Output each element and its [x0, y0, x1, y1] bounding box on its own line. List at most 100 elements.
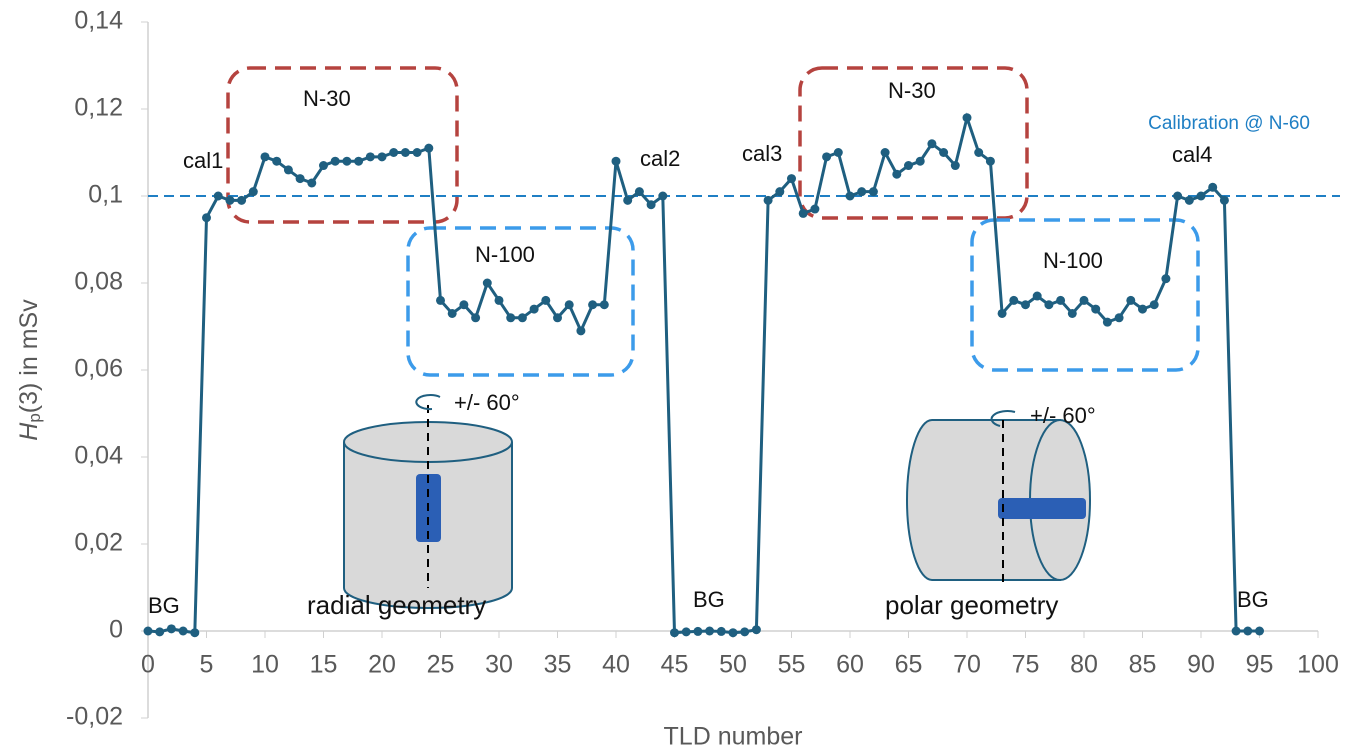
- data-point: [389, 148, 398, 157]
- data-point: [1197, 192, 1206, 201]
- annotation: cal3: [742, 141, 782, 166]
- data-point: [822, 152, 831, 161]
- data-point: [319, 161, 328, 170]
- annotation: N-100: [1043, 248, 1103, 273]
- x-tick-label: 40: [602, 651, 630, 679]
- data-point: [1021, 300, 1030, 309]
- data-point: [705, 627, 714, 636]
- y-label-text: (3) in mSv: [15, 299, 43, 413]
- data-point: [307, 178, 316, 187]
- data-point: [144, 627, 153, 636]
- data-point: [1232, 627, 1241, 636]
- data-point: [670, 628, 679, 637]
- boxes: [228, 68, 1198, 375]
- data-point: [857, 187, 866, 196]
- x-tick-label: 90: [1187, 651, 1215, 679]
- data-point: [658, 192, 667, 201]
- data-point: [986, 157, 995, 166]
- data-point: [1255, 627, 1264, 636]
- reference-label: Calibration @ N-60: [1148, 113, 1310, 134]
- x-tick-label: 30: [485, 651, 513, 679]
- y-tick-label: 0,14: [74, 7, 123, 35]
- annotation: N-30: [888, 78, 936, 103]
- data-point: [951, 161, 960, 170]
- data-point: [1138, 305, 1147, 314]
- data-point: [729, 628, 738, 637]
- data-point: [565, 300, 574, 309]
- data-point: [600, 300, 609, 309]
- annotation: +/- 60°: [454, 390, 520, 415]
- data-line: [148, 118, 1260, 633]
- annotation: BG: [148, 593, 180, 618]
- data-point: [471, 313, 480, 322]
- data-point: [998, 309, 1007, 318]
- x-tick-label: 25: [427, 651, 455, 679]
- data-point: [775, 187, 784, 196]
- data-point: [1009, 296, 1018, 305]
- x-tick-label: 55: [778, 651, 806, 679]
- annotation: +/- 60°: [1030, 403, 1096, 428]
- data-point: [284, 165, 293, 174]
- data-point: [237, 196, 246, 205]
- x-tick-label: 35: [544, 651, 572, 679]
- y-tick-label: 0,1: [88, 181, 123, 209]
- data-point: [623, 196, 632, 205]
- data-point: [892, 170, 901, 179]
- annotation: N-30: [303, 86, 351, 111]
- annotation: BG: [1237, 587, 1269, 612]
- data-point: [1103, 318, 1112, 327]
- data-point: [939, 148, 948, 157]
- annotation: cal4: [1172, 142, 1212, 167]
- data-point: [261, 152, 270, 161]
- data-point: [810, 205, 819, 214]
- n100-box: [972, 220, 1198, 370]
- x-tick-label: 0: [141, 651, 155, 679]
- x-tick-label: 70: [953, 651, 981, 679]
- data-point: [413, 148, 422, 157]
- data-point: [506, 313, 515, 322]
- data-point: [1126, 296, 1135, 305]
- data-point: [459, 300, 468, 309]
- y-axis-label: Hp(3) in mSv: [15, 299, 45, 441]
- data-point: [179, 627, 188, 636]
- annotation: cal2: [640, 146, 680, 171]
- x-tick-label: 100: [1297, 651, 1339, 679]
- data-point: [588, 300, 597, 309]
- annotation: cal1: [183, 148, 223, 173]
- x-tick-label: 80: [1070, 651, 1098, 679]
- cylinder-top: [344, 422, 512, 462]
- data-point: [799, 209, 808, 218]
- data-point: [963, 113, 972, 122]
- data-point: [331, 157, 340, 166]
- x-tick-label: 10: [251, 651, 279, 679]
- x-tick-label: 95: [1246, 651, 1274, 679]
- data-point: [1208, 183, 1217, 192]
- data-point: [483, 279, 492, 288]
- data-point: [1243, 627, 1252, 636]
- data-point: [693, 627, 702, 636]
- data-point: [927, 139, 936, 148]
- y-tick-label: 0,12: [74, 94, 123, 122]
- y-tick-label: -0,02: [66, 703, 123, 731]
- x-tick-label: 15: [310, 651, 338, 679]
- data-point: [342, 157, 351, 166]
- chart: BG cal1 N-30 N-100 cal2 BG cal3 N-30 N-1…: [0, 0, 1345, 751]
- data-point: [249, 187, 258, 196]
- data-point: [764, 196, 773, 205]
- data-point: [1220, 196, 1229, 205]
- data-point: [155, 627, 164, 636]
- data-point: [1173, 192, 1182, 201]
- data-point: [495, 296, 504, 305]
- data-point: [272, 157, 281, 166]
- y-tick-label: 0,04: [74, 442, 123, 470]
- x-tick-label: 45: [661, 651, 689, 679]
- radial-cylinder: [344, 395, 512, 608]
- data-point: [869, 187, 878, 196]
- data-point: [635, 187, 644, 196]
- data-point: [1115, 313, 1124, 322]
- data-point: [1185, 196, 1194, 205]
- data-point: [1033, 292, 1042, 301]
- data-point: [1161, 274, 1170, 283]
- data-point: [752, 625, 761, 634]
- x-tick-label: 20: [368, 651, 396, 679]
